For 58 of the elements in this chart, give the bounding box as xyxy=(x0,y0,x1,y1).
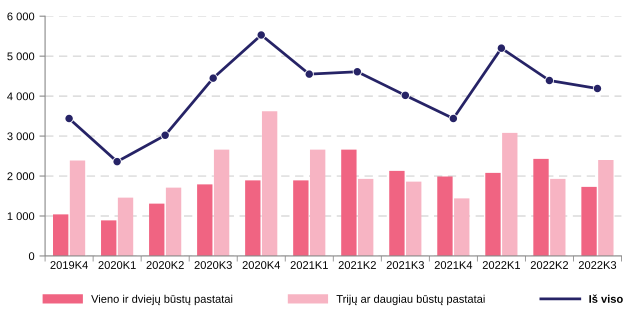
x-tick-label: 2021K2 xyxy=(338,261,376,269)
x-tick-label: 2022K3 xyxy=(578,261,616,269)
point xyxy=(160,130,170,140)
bar xyxy=(310,150,326,256)
x-tick-label: 2022K2 xyxy=(530,261,568,269)
point xyxy=(496,44,506,53)
x-tick-label: 2021K1 xyxy=(290,261,328,269)
bar xyxy=(341,150,357,256)
bar xyxy=(70,160,86,256)
y-tick-label: 3 000 xyxy=(7,132,34,140)
y-tick-label: 2 000 xyxy=(7,172,34,180)
bar xyxy=(454,198,470,256)
y-tick-label: 5 000 xyxy=(7,52,34,60)
bar xyxy=(101,220,116,256)
y-tick-label: 0 xyxy=(28,252,34,260)
point xyxy=(544,76,554,86)
bar xyxy=(118,198,134,256)
point xyxy=(256,30,266,40)
bar xyxy=(533,158,549,256)
bar xyxy=(437,176,453,256)
bar xyxy=(166,188,182,256)
y-tick-label: 1 000 xyxy=(8,212,34,220)
point xyxy=(448,114,458,124)
bar xyxy=(502,132,518,256)
point xyxy=(304,70,314,79)
bar xyxy=(550,178,566,256)
legend-label: Trijų ar daugiau būstų pastatai xyxy=(336,294,485,306)
bar xyxy=(389,170,405,256)
point xyxy=(208,74,218,83)
point xyxy=(352,67,362,76)
bar xyxy=(485,172,501,256)
point xyxy=(592,84,602,94)
x-tick-label: 2019K4 xyxy=(50,261,88,269)
bar xyxy=(149,204,164,256)
bar xyxy=(581,186,597,256)
point xyxy=(112,157,122,166)
point xyxy=(400,90,410,100)
y-tick-label: 4 000 xyxy=(7,92,34,100)
x-tick-label: 2022K1 xyxy=(482,261,520,269)
bar xyxy=(358,178,374,256)
bar xyxy=(245,180,260,256)
bar xyxy=(293,180,309,256)
legend-label: Vieno ir dviejų būstų pastatai xyxy=(91,294,232,306)
bar xyxy=(262,111,278,256)
point xyxy=(64,114,74,124)
y-tick-label: 6 000 xyxy=(7,12,34,20)
x-tick-label: 2020K2 xyxy=(146,261,184,269)
x-tick-label: 2020K3 xyxy=(194,261,232,269)
bar xyxy=(214,150,230,256)
x-tick-label: 2021K3 xyxy=(386,261,424,269)
bar xyxy=(53,214,68,256)
bar xyxy=(406,182,422,256)
legend-label: Iš viso xyxy=(589,294,623,303)
bar xyxy=(598,160,614,256)
x-tick-label: 2020K1 xyxy=(98,261,136,269)
x-tick-label: 2021K4 xyxy=(434,261,472,269)
x-tick-label: 2020K4 xyxy=(242,261,280,269)
bar xyxy=(197,184,212,256)
